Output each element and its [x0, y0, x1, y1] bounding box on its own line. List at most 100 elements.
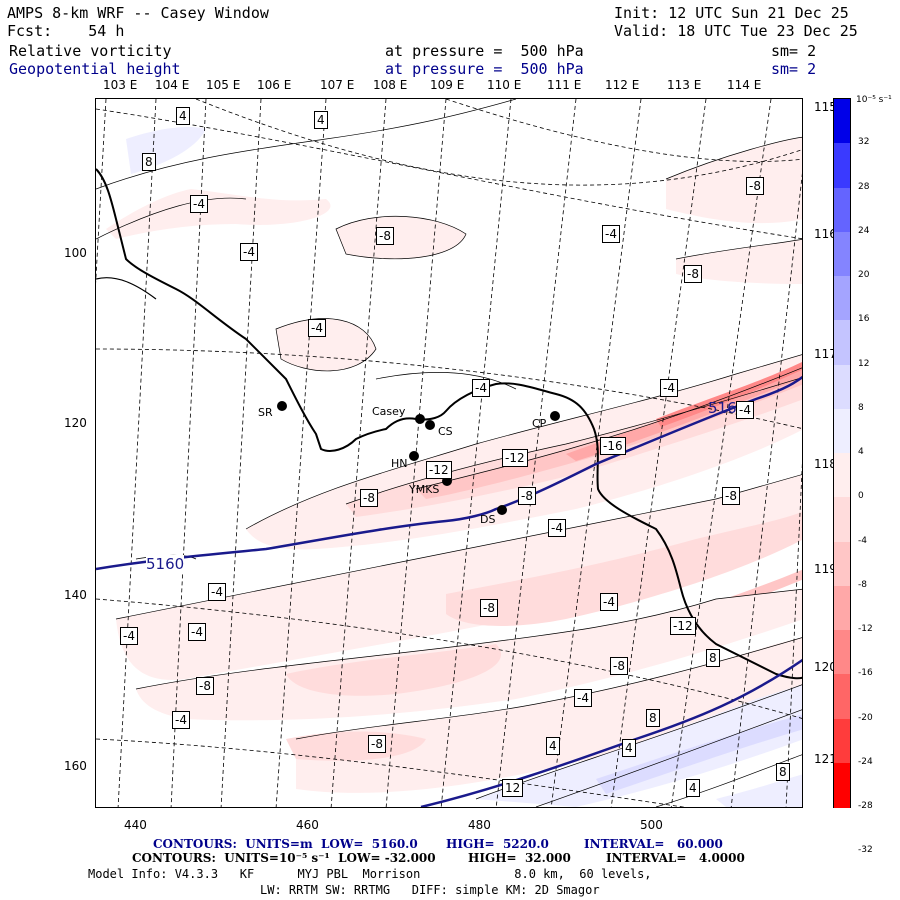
colorbar-label: -24: [858, 756, 873, 767]
vort-positive: [596, 714, 802, 794]
colorbar-label: -32: [858, 845, 873, 856]
vort-band-lower: [286, 644, 502, 696]
lon-label: 107 E: [320, 78, 355, 92]
vort-band-light: [106, 189, 331, 239]
colorbar-label: 4: [858, 447, 864, 457]
vort-label: -8: [368, 735, 386, 753]
vort-band-light: [276, 318, 376, 371]
vort-band-light: [676, 239, 802, 284]
footer-vort-contours: CONTOURS: UNITS=10⁻⁵ s⁻¹ LOW= -32.000: [132, 851, 436, 865]
station-SR: [277, 401, 287, 411]
vort-label: -4: [472, 379, 490, 397]
vort-label: 4: [686, 779, 700, 797]
vort-label: -4: [660, 379, 678, 397]
footer-vort-high: HIGH= 32.000: [468, 851, 571, 865]
x-tick: 440: [124, 818, 147, 832]
vort-label: -8: [746, 177, 764, 195]
footer-height-interval: INTERVAL= 60.000: [584, 837, 723, 851]
colorbar-swatch: [834, 143, 850, 188]
colorbar-swatch: [834, 762, 850, 808]
vort-label: 12: [502, 779, 524, 797]
vort-label: -12: [670, 617, 696, 635]
colorbar-label: -12: [858, 624, 873, 634]
y-tick: 160: [64, 759, 87, 773]
lon-label: 114 E: [727, 78, 762, 92]
coastline: [96, 168, 802, 680]
colorbar-label: -4: [858, 535, 867, 546]
y-tick: 100: [64, 246, 87, 260]
field2-smoothing: sm= 2: [771, 60, 817, 78]
colorbar-swatch: [834, 320, 850, 365]
colorbar-swatch: [834, 453, 850, 498]
lon-label: 105 E: [206, 78, 241, 92]
station-CS: [425, 420, 435, 430]
colorbar-swatch: [834, 674, 850, 719]
colorbar-swatch: [834, 231, 850, 277]
vort-label: 4: [622, 739, 636, 757]
vort-label: -4: [548, 519, 566, 537]
lon-label: 110 E: [487, 78, 522, 92]
station-DS: [497, 505, 507, 515]
vort-label: 4: [546, 737, 560, 755]
station-label-ymks: YMKS: [409, 483, 440, 496]
station-label-cp: CP: [532, 417, 547, 430]
field2-level: at pressure = 500 hPa: [385, 60, 584, 78]
coastline: [96, 277, 157, 300]
colorbar-swatch: [834, 99, 850, 144]
station-CP: [550, 411, 560, 421]
vort-label: -8: [722, 487, 740, 505]
colorbar-label: 16: [858, 314, 870, 325]
colorbar-label: 12: [858, 358, 870, 369]
vort-label: -12: [426, 461, 452, 479]
colorbar-swatch: [834, 276, 850, 321]
lon-label: 111 E: [547, 78, 582, 92]
vort-label: -4: [602, 225, 620, 243]
vort-band-lower: [446, 511, 802, 626]
station-label-cs: CS: [438, 425, 453, 438]
vort-positive: [476, 684, 802, 807]
vort-label: -4: [120, 627, 138, 645]
field2-name: Geopotential height: [9, 60, 181, 78]
vort-band-lower: [286, 731, 426, 761]
x-tick: 460: [296, 818, 319, 832]
vort-band-light: [666, 137, 802, 224]
station-label-sr: SR: [258, 406, 273, 419]
footer-model-info: Model Info: V4.3.3 KF MYJ PBL Morrison 8…: [88, 867, 652, 881]
field1-level: at pressure = 500 hPa: [385, 42, 584, 60]
vort-positive: [126, 127, 206, 174]
x-tick: 500: [640, 818, 663, 832]
colorbar-swatch: [834, 718, 850, 764]
colorbar-unit: 10⁻⁵ s⁻¹: [856, 95, 892, 105]
station-label-casey: Casey: [372, 405, 406, 418]
vort-label: -4: [574, 689, 592, 707]
colorbar-label: 20: [858, 270, 870, 280]
vort-band-front: [656, 361, 802, 427]
colorbar-label: -20: [858, 712, 873, 723]
station-HN: [409, 451, 419, 461]
vort-label: -4: [240, 243, 258, 261]
lon-label: 104 E: [155, 78, 190, 92]
colorbar-swatch: [834, 630, 850, 675]
vort-label: 8: [706, 649, 720, 667]
lon-label: 106 E: [257, 78, 292, 92]
vort-label: -8: [610, 657, 628, 675]
height-contours: [96, 375, 802, 807]
vort-label: -4: [188, 623, 206, 641]
station-Casey: [415, 414, 425, 424]
vort-label: -4: [208, 583, 226, 601]
colorbar-label: 32: [858, 137, 870, 148]
colorbar-swatch: [834, 497, 850, 542]
colorbar: [833, 98, 851, 808]
map-panel[interactable]: SR Casey CS CP HN YMKS DS 5160 5160 4 4 …: [95, 98, 803, 808]
station-label-hn: HN: [391, 457, 408, 470]
vort-label: -8: [360, 489, 378, 507]
vort-label: -4: [308, 319, 326, 337]
init-time: Init: 12 UTC Sun 21 Dec 25: [614, 4, 849, 22]
colorbar-label: -8: [858, 579, 867, 590]
vort-label: -8: [480, 599, 498, 617]
vort-label: -12: [502, 449, 528, 467]
footer-height-high: HIGH= 5220.0: [446, 837, 549, 851]
vort-label: -4: [172, 711, 190, 729]
y-tick: 120: [64, 416, 87, 430]
lon-label: 112 E: [605, 78, 640, 92]
